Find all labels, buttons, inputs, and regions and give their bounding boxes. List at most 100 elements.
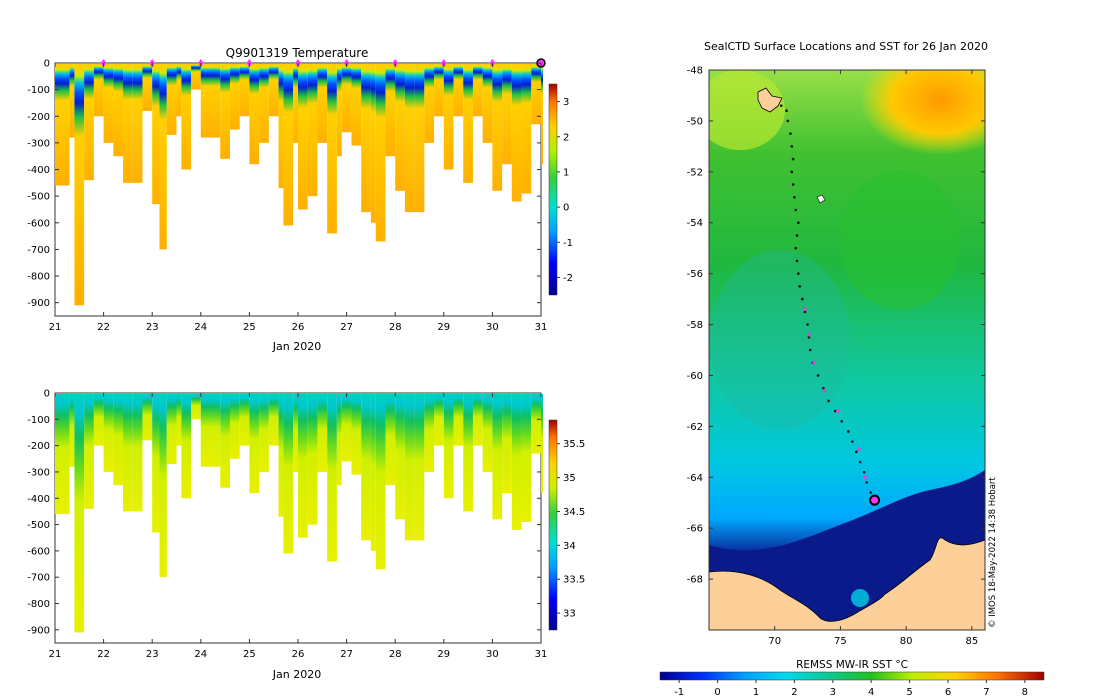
x-tick-label: 23 <box>146 322 159 333</box>
track-point <box>833 409 837 413</box>
salinity-x-ticks: 21 22 23 24 25 26 27 28 29 30 31 <box>49 393 548 660</box>
lon-tick-label: 70 <box>768 636 781 647</box>
profile-column <box>152 394 160 533</box>
profile-column <box>200 394 211 467</box>
map-lat-ticks: -48 -50 -52 -54 -56 -58 -60 -62 -64 -66 -68 <box>687 66 985 586</box>
profile-column <box>74 394 85 633</box>
x-tick-label: 24 <box>194 649 207 660</box>
track-point <box>822 386 825 390</box>
lon-tick-label: 80 <box>900 636 913 647</box>
profile-column <box>113 394 124 486</box>
y-tick-label: -100 <box>27 415 50 426</box>
profile-column <box>341 394 352 462</box>
profile-column <box>293 394 298 472</box>
track-point <box>840 419 844 423</box>
x-tick-label: 25 <box>243 649 256 660</box>
profile-column <box>375 394 386 570</box>
x-tick-label: 22 <box>97 322 110 333</box>
x-tick-label: 31 <box>535 322 548 333</box>
profile-column <box>463 394 473 512</box>
profile-column <box>103 394 114 472</box>
colorbar-tick-label: 33.5 <box>563 575 585 586</box>
y-tick-label: -700 <box>27 573 50 584</box>
map-credit: © IMOS 18-May-2022 14:38 Hobart <box>988 477 998 628</box>
profile-column <box>307 394 318 525</box>
recent-track-point <box>836 409 840 413</box>
x-tick-label: 31 <box>535 649 548 660</box>
x-tick-label: 27 <box>340 322 353 333</box>
salinity-panel: 21 22 23 24 25 26 27 28 29 30 31 0 -100 -200 -300 -400… <box>27 389 585 682</box>
y-tick-label: -500 <box>27 192 50 203</box>
profile-column <box>142 64 153 111</box>
track-point <box>858 460 862 464</box>
x-tick-label: 23 <box>146 649 159 660</box>
temperature-profiles <box>55 64 543 306</box>
profile-column <box>492 64 503 191</box>
profile-column <box>166 64 177 135</box>
colorbar-tick-label: 35.5 <box>563 439 585 450</box>
y-tick-label: 0 <box>44 59 50 70</box>
profile-column <box>472 394 483 446</box>
profile-column <box>123 394 133 512</box>
profile-column <box>191 394 201 420</box>
track-point <box>816 374 820 377</box>
recent-track-point <box>863 475 868 480</box>
profile-column <box>443 394 454 499</box>
lat-tick-label: -58 <box>687 320 703 331</box>
track-point <box>854 450 858 454</box>
profile-column <box>395 394 405 520</box>
temperature-panel: Q9901319 Temperature 21 22 23 24 25 26 27 28 29 3… <box>27 46 573 353</box>
profile-column <box>521 64 532 194</box>
x-tick-label: 22 <box>97 649 110 660</box>
profile-column <box>103 64 114 143</box>
colorbar-tick-label: -1 <box>563 238 573 249</box>
sst-colorbar-ticks: -1 0 1 2 3 4 5 6 7 8 <box>674 680 1028 698</box>
y-tick-label: -300 <box>27 138 50 149</box>
track-point <box>807 335 811 339</box>
profile-column <box>220 64 230 159</box>
profile-column <box>176 64 182 117</box>
profile-column <box>268 394 279 446</box>
profile-column <box>132 394 143 512</box>
y-tick-label: 0 <box>44 389 50 400</box>
colorbar-tick-label: 3 <box>563 97 569 108</box>
colorbar-tick-label: 1 <box>563 167 569 178</box>
track-point <box>779 104 783 107</box>
colorbar-tick-label: 2 <box>563 132 569 143</box>
profile-column <box>307 64 318 197</box>
track-point <box>797 221 800 225</box>
profile-column <box>55 394 70 515</box>
profile-column <box>200 64 211 138</box>
profile-column <box>472 64 483 117</box>
lon-tick-label: 75 <box>834 636 847 647</box>
profile-column <box>132 64 143 183</box>
sst-colorbar <box>659 671 1045 681</box>
lat-tick-label: -64 <box>687 473 703 484</box>
profile-column <box>69 394 75 467</box>
profile-column <box>123 64 133 183</box>
track-point <box>791 157 795 161</box>
lat-tick-label: -54 <box>687 218 703 229</box>
sst-colorbar-tick-label: 6 <box>945 687 951 698</box>
profile-column <box>361 394 371 541</box>
colorbar-tick-label: 33 <box>563 609 576 620</box>
salinity-colorbar <box>548 419 558 631</box>
profile-column <box>229 394 240 459</box>
salinity-profiles <box>55 394 543 633</box>
y-tick-label: -900 <box>27 625 50 636</box>
y-tick-label: -800 <box>27 599 50 610</box>
track-point <box>795 259 799 263</box>
track-point <box>794 208 798 212</box>
sst-colorbar-tick-label: 3 <box>830 687 836 698</box>
lat-tick-label: -52 <box>687 167 703 178</box>
temperature-title: Q9901319 Temperature <box>226 46 369 60</box>
profile-column <box>74 64 85 306</box>
track-point <box>790 145 794 148</box>
profile-column <box>511 394 522 530</box>
recent-track-point <box>857 447 861 452</box>
profile-column <box>298 394 308 538</box>
profile-column <box>298 64 308 210</box>
salinity-y-ticks: 0 -100 -200 -300 -400 -500 -600 -700 -800 -900 <box>27 389 541 636</box>
x-tick-label: 21 <box>49 649 62 660</box>
colorbar-tick-label: -2 <box>563 273 573 284</box>
